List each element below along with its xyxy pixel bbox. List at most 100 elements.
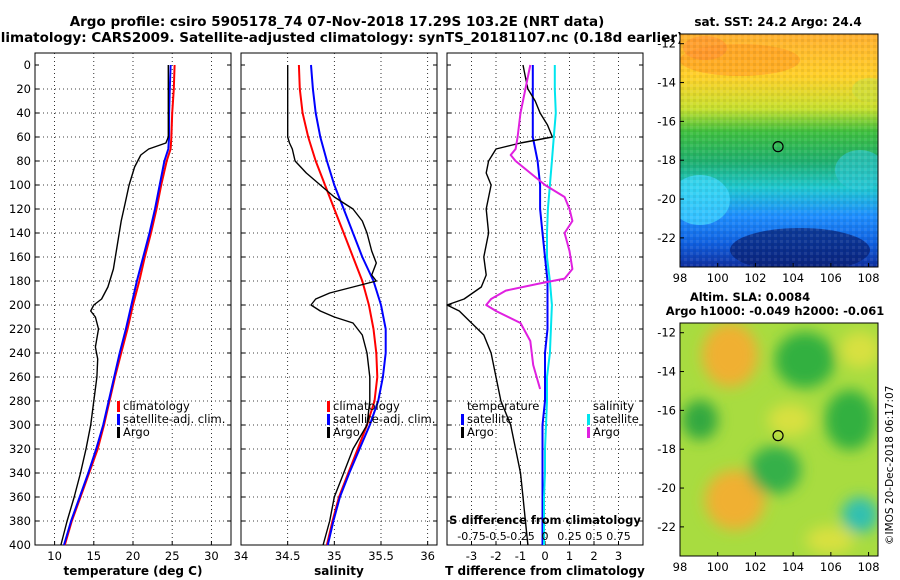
title-line-2: Climatology: CARS2009. Satellite-adjuste… <box>0 30 683 46</box>
depth-tick-label: 240 <box>9 346 31 360</box>
differences-xtick-label: -2 <box>490 549 501 563</box>
legend-label: Argo <box>467 425 494 439</box>
map-xtick-label: 102 <box>744 560 766 574</box>
argo-location-marker <box>772 141 784 153</box>
depth-tick-label: 200 <box>9 298 31 312</box>
salinity-xtick-label: 35.5 <box>368 549 394 563</box>
depth-tick-label: 80 <box>16 154 31 168</box>
depth-tick-label: 360 <box>9 490 31 504</box>
salinity-plot-frame <box>240 52 438 546</box>
sla-map-axes: 98 100 102 104 106 108 -12 -14 -16 -18 -20 -22 <box>657 326 879 574</box>
sla-map-panel: Altim. SLA: 0.0084 Argo h1000: -0.049 h2… <box>657 290 884 574</box>
series-line-climatology <box>297 64 379 546</box>
legend-swatch <box>327 414 330 425</box>
s-difference-tick-label: -0.25 <box>506 530 534 543</box>
salinity-grid <box>240 53 437 545</box>
legend-label: climatology <box>123 399 190 413</box>
series-line-satellite-adj-clim- <box>63 64 172 546</box>
depth-tick-label: 140 <box>9 226 31 240</box>
depth-tick-label: 180 <box>9 274 31 288</box>
differences-grid <box>447 53 643 545</box>
depth-tick-label: 40 <box>16 106 31 120</box>
map-ytick-label: -14 <box>657 76 676 90</box>
salinity-xlabel: salinity <box>314 564 364 578</box>
depth-tick-label: 260 <box>9 370 31 384</box>
depth-tick-label: 20 <box>16 82 31 96</box>
temperature-xlabel: temperature (deg C) <box>64 564 203 578</box>
legend-label: satellite <box>467 412 513 426</box>
map-ytick-label: -12 <box>657 37 676 51</box>
sla-map-title-2: Argo h1000: -0.049 h2000: -0.061 <box>666 304 885 318</box>
depth-tick-label: 220 <box>9 322 31 336</box>
title-line-1: Argo profile: csiro 5905178_74 07-Nov-20… <box>70 14 605 30</box>
differences-xlabel: T difference from climatology <box>445 564 645 578</box>
series-line-argo <box>60 65 169 546</box>
map-xtick-label: 98 <box>673 271 688 285</box>
legend-swatch <box>117 427 120 438</box>
legend-title-temperature: temperature <box>467 399 539 413</box>
map-ytick-label: -12 <box>657 326 676 340</box>
temperature-xtick-label: 30 <box>204 549 219 563</box>
sst-map-axes: 98 100 102 104 106 108 -12 -14 -16 -18 -20 -22 <box>657 37 879 285</box>
differences-xtick-label: 1 <box>566 549 573 563</box>
differences-xtick-label: -1 <box>515 549 526 563</box>
map-xtick-label: 108 <box>858 271 880 285</box>
map-ytick-label: -22 <box>657 520 676 534</box>
series-line-t-satellite <box>531 65 549 545</box>
map-ytick-label: -16 <box>657 403 676 417</box>
series-line-t-argo <box>446 64 554 546</box>
map-xtick-label: 100 <box>707 271 729 285</box>
temperature-grid <box>35 53 231 545</box>
depth-tick-label: 100 <box>9 178 31 192</box>
temperature-xtick-label: 15 <box>86 549 101 563</box>
map-xtick-label: 102 <box>744 271 766 285</box>
salinity-xtick-label: 34 <box>234 549 249 563</box>
legend-swatch <box>587 414 590 425</box>
sst-map-frame <box>679 33 879 268</box>
legend-swatch <box>461 427 464 438</box>
map-xtick-label: 104 <box>782 560 804 574</box>
map-ytick-label: -18 <box>657 442 676 456</box>
differences-xtick-label: 2 <box>590 549 597 563</box>
depth-tick-label: 0 <box>24 58 31 72</box>
argo-location-marker <box>772 430 784 442</box>
s-difference-tick-label: -0.5 <box>485 530 506 543</box>
s-difference-tick-label: -0.75 <box>457 530 485 543</box>
sla-map-image <box>680 323 878 556</box>
differences-xtick-label: 3 <box>615 549 622 563</box>
map-ytick-label: -22 <box>657 231 676 245</box>
map-ytick-label: -18 <box>657 153 676 167</box>
depth-tick-label: 280 <box>9 394 31 408</box>
series-line-climatology <box>63 64 176 546</box>
depth-tick-label: 340 <box>9 466 31 480</box>
sst-map-panel: sat. SST: 24.2 Argo: 24.4 98 100 102 104 106… <box>657 15 879 285</box>
legend-title-salinity: salinity <box>593 399 634 413</box>
series-line-s-argo <box>485 64 574 390</box>
s-difference-tick-label: 0.25 <box>557 530 582 543</box>
legend-label: Argo <box>123 425 150 439</box>
temperature-xtick-label: 10 <box>47 549 62 563</box>
s-difference-tick-label: 0.75 <box>606 530 631 543</box>
differences-xtick-label: 0 <box>541 549 548 563</box>
legend-swatch <box>327 427 330 438</box>
s-difference-axis-label: S difference from climatology <box>449 513 641 527</box>
map-xtick-label: 104 <box>782 271 804 285</box>
map-ytick-label: -16 <box>657 114 676 128</box>
depth-tick-label: 60 <box>16 130 31 144</box>
depth-tick-label: 160 <box>9 250 31 264</box>
legend-label: satellite-adj. clim. <box>123 412 225 426</box>
series-line-argo <box>287 65 377 546</box>
map-xtick-label: 108 <box>858 560 880 574</box>
depth-tick-label: 300 <box>9 418 31 432</box>
difference-panel: -3 -2 -1 0 1 2 3T difference from climatology t… <box>445 52 645 578</box>
temperature-xtick-label: 25 <box>165 549 180 563</box>
salinity-xtick-label: 35 <box>327 549 342 563</box>
legend-swatch <box>327 401 330 412</box>
map-xtick-label: 100 <box>707 560 729 574</box>
differences-xtick-label: -3 <box>466 549 477 563</box>
legend-swatch <box>587 427 590 438</box>
map-xtick-label: 106 <box>820 271 842 285</box>
legend-label: Argo <box>593 425 620 439</box>
legend-swatch <box>117 401 120 412</box>
temperature-panel: 0 20 40 60 80 100 120 140 160 180 200 220 240 260 280 3… <box>9 52 232 578</box>
